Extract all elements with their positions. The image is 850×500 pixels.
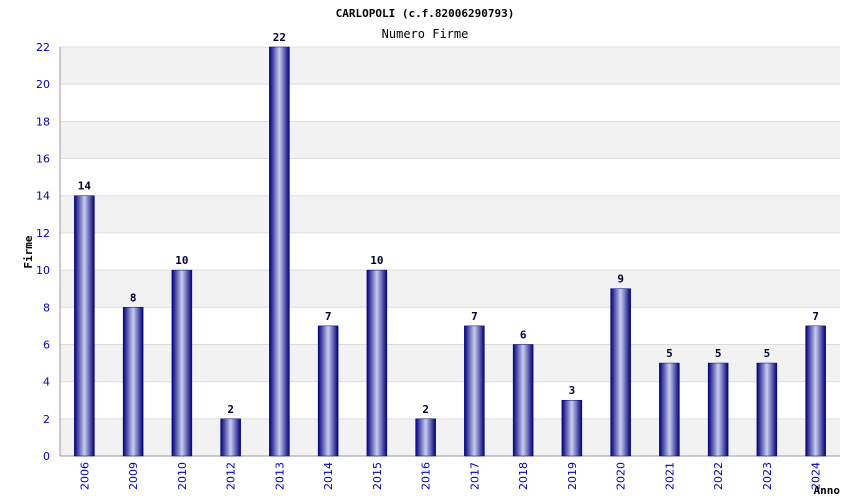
- value-label-2012: 2: [227, 403, 234, 416]
- value-label-2009: 8: [130, 291, 137, 304]
- bar-2022: [707, 362, 729, 457]
- x-tick-label-2023: 2023: [761, 462, 774, 490]
- y-tick-label: 6: [43, 338, 50, 351]
- bar-2015: [366, 269, 388, 457]
- y-tick-label: 18: [36, 115, 50, 128]
- y-tick-label: 16: [36, 153, 50, 166]
- grid-band: [60, 121, 840, 159]
- x-tick-label-2010: 2010: [176, 462, 189, 490]
- y-tick-label: 22: [36, 41, 50, 54]
- bar-2010: [171, 269, 193, 457]
- value-label-2010: 10: [175, 254, 188, 267]
- bar-2021: [659, 362, 680, 457]
- y-tick-label: 20: [36, 78, 50, 91]
- value-label-2013: 22: [273, 31, 286, 44]
- x-tick-label-2006: 2006: [78, 462, 91, 490]
- y-tick-label: 10: [36, 264, 50, 277]
- value-label-2020: 9: [617, 273, 624, 286]
- x-tick-label-2017: 2017: [468, 462, 481, 490]
- bar-2009: [122, 307, 144, 457]
- y-tick-labels: 0 2 4 6 8 10 12 14 16 18 20 22: [36, 41, 50, 463]
- value-label-2015: 10: [370, 254, 383, 267]
- bar-2019: [561, 399, 583, 457]
- grid-band: [60, 195, 840, 233]
- bar-2006: [74, 195, 95, 457]
- grid-bands: [60, 47, 840, 456]
- bar-2016: [415, 418, 436, 457]
- y-tick-label: 12: [36, 227, 50, 240]
- y-axis-label: Firme: [22, 235, 35, 268]
- x-tick-label-2009: 2009: [127, 462, 140, 490]
- value-label-2021: 5: [666, 347, 673, 360]
- x-tick-label-2020: 2020: [615, 462, 628, 490]
- x-tick-labels: 2006 2009 2010 2012 2013 2014 2015 2016 2017 2018…: [78, 462, 822, 490]
- bar-2014: [317, 325, 339, 457]
- x-tick-label-2024: 2024: [810, 462, 823, 490]
- bar-2023: [756, 362, 778, 457]
- x-axis-label: Anno: [814, 484, 841, 497]
- bar-2020: [610, 288, 631, 457]
- x-tick-label-2012: 2012: [225, 462, 238, 490]
- value-label-2024: 7: [812, 310, 819, 323]
- grid-band: [60, 47, 840, 85]
- bar-2024: [805, 325, 826, 457]
- y-tick-label: 0: [43, 450, 50, 463]
- value-label-2018: 6: [520, 328, 527, 341]
- value-label-2006: 14: [78, 180, 92, 193]
- chart-title: CARLOPOLI (c.f.82006290793): [336, 7, 515, 20]
- chart-subtitle: Numero Firme: [382, 27, 469, 41]
- value-label-2017: 7: [471, 310, 478, 323]
- x-tick-label-2022: 2022: [712, 462, 725, 490]
- x-tick-label-2014: 2014: [322, 462, 335, 490]
- value-label-2022: 5: [715, 347, 722, 360]
- x-tick-label-2018: 2018: [517, 462, 530, 490]
- x-tick-label-2013: 2013: [273, 462, 286, 490]
- value-label-2014: 7: [325, 310, 332, 323]
- bar-2012: [220, 418, 241, 457]
- x-tick-label-2015: 2015: [371, 462, 384, 490]
- x-tick-label-2021: 2021: [663, 462, 676, 490]
- y-tick-label: 14: [36, 190, 50, 203]
- y-tick-label: 2: [43, 413, 50, 426]
- bar-2013: [269, 46, 290, 457]
- value-label-2019: 3: [569, 384, 576, 397]
- y-tick-label: 8: [43, 301, 50, 314]
- bars: [74, 46, 826, 457]
- value-label-2023: 5: [764, 347, 771, 360]
- x-tick-label-2016: 2016: [420, 462, 433, 490]
- x-tick-label-2019: 2019: [566, 462, 579, 490]
- value-label-2016: 2: [422, 403, 429, 416]
- bar-2018: [512, 344, 534, 457]
- bar-2017: [464, 325, 485, 457]
- y-tick-label: 4: [43, 376, 50, 389]
